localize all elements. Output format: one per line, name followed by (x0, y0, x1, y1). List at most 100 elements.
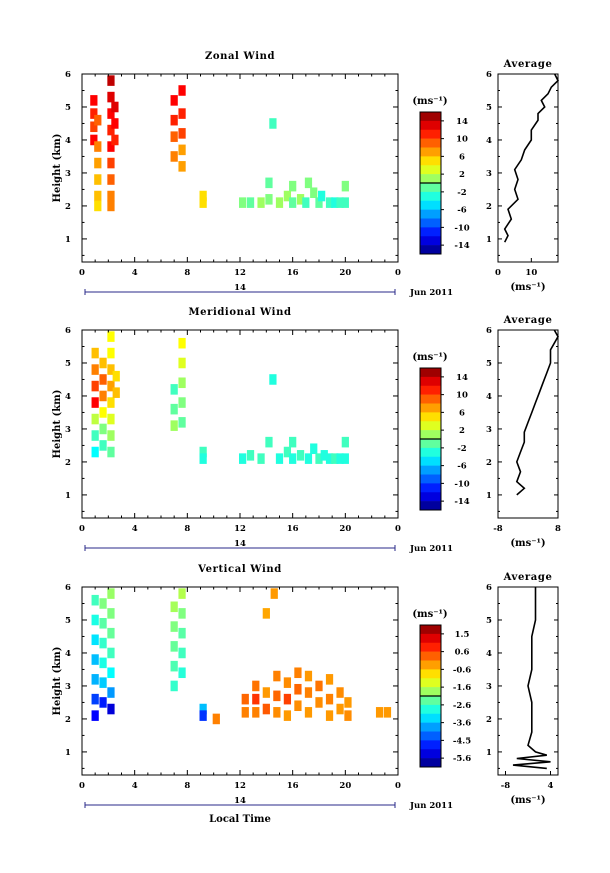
heatmap-cell (296, 194, 305, 205)
colorbar-segment (420, 651, 441, 661)
colorbar-unit: (ms⁻¹) (412, 352, 447, 363)
colorbar-tick-label: 10 (456, 391, 468, 401)
profile-y-tick-label: 1 (486, 748, 492, 758)
profile-y-tick-label: 2 (486, 715, 492, 725)
heatmap-cell (91, 634, 99, 646)
colorbar-tick-label: -0.6 (453, 665, 471, 675)
date-day-label: 14 (234, 539, 246, 549)
heatmap-cell (273, 670, 281, 682)
colorbar-tick-label: 6 (459, 408, 465, 418)
heatmap-cell (99, 357, 107, 369)
heatmap-cell (90, 121, 98, 133)
x-tick-label: 0 (79, 524, 85, 534)
heatmap-cell (212, 713, 220, 725)
colorbar-segment (420, 474, 441, 484)
heatmap-cell (178, 588, 186, 599)
heatmap-cell (107, 364, 115, 375)
plot-frame (81, 329, 399, 519)
date-month-label: Jun 2011 (409, 288, 453, 298)
heatmap-cell (91, 413, 99, 425)
colorbar-segment (420, 430, 441, 440)
heatmap-cell (90, 108, 98, 119)
heatmap-cell (99, 657, 107, 669)
profile-y-tick-label: 4 (486, 136, 492, 146)
heatmap-cell (107, 200, 115, 212)
y-tick-label: 5 (65, 103, 71, 113)
heatmap-cell (269, 118, 277, 129)
colorbar-segment (420, 120, 441, 131)
colorbar-tick-label: 1.5 (455, 630, 470, 640)
heatmap-cell (283, 190, 292, 202)
heatmap-cell (91, 710, 99, 721)
heatmap-cell (325, 710, 334, 721)
heatmap-cell (241, 707, 249, 718)
x-tick-label: 0 (395, 524, 401, 534)
x-tick-label: 12 (234, 268, 246, 278)
heatmap-cell (341, 436, 349, 448)
heatmap-cell (107, 608, 115, 619)
colorbar-segment (420, 687, 441, 697)
heatmap-cell (341, 453, 349, 464)
colorbar-segment (420, 218, 441, 228)
chart-title: Meridional Wind (188, 307, 291, 318)
heatmap-cell (178, 337, 186, 349)
colorbar-segment (420, 385, 441, 395)
colorbar-tick-label: -14 (454, 497, 469, 507)
colorbar-segment (420, 625, 441, 635)
heatmap-cell (315, 697, 323, 708)
heatmap-cell (296, 450, 305, 461)
heatmap-cell (99, 677, 107, 688)
heatmap-cell (107, 647, 115, 659)
heatmap-cell (283, 693, 292, 705)
heatmap-cell (320, 450, 328, 461)
heatmap-cell (283, 677, 292, 688)
colorbar-segment (420, 439, 441, 449)
heatmap-cell (336, 687, 344, 698)
heatmap-cell (239, 197, 247, 208)
heatmap-cell (315, 453, 323, 464)
heatmap-cell (178, 647, 186, 659)
colorbar-tick-label: 14 (456, 117, 468, 127)
colorbar-segment (420, 227, 441, 237)
heatmap-cell (94, 174, 102, 185)
profile-x-tick-label: -8 (501, 781, 511, 791)
profile-x-tick-label: 0 (495, 268, 501, 278)
heatmap-cell (178, 417, 186, 428)
profile-line (503, 73, 559, 243)
x-tick-label: 20 (339, 268, 351, 278)
y-tick-label: 6 (65, 70, 71, 80)
colorbar-tick-label: -10 (454, 479, 469, 489)
heatmap-cell (275, 197, 284, 208)
profile-x-tick-label: 10 (525, 268, 537, 278)
colorbar-segment (420, 492, 441, 502)
colorbar-segment (420, 704, 441, 715)
heatmap-cell (289, 453, 297, 464)
colorbar-tick-label: -10 (454, 223, 469, 233)
heatmap-cell (112, 370, 120, 382)
y-tick-label: 1 (65, 491, 71, 501)
colorbar-tick-label: -1.6 (453, 683, 471, 693)
colorbar-segment (420, 376, 441, 387)
heatmap-cell (199, 197, 207, 208)
colorbar-segment (420, 368, 441, 378)
colorbar-segment (420, 245, 441, 255)
heatmap-cell (178, 108, 186, 119)
colorbar-tick-label: -6 (457, 206, 467, 216)
heatmap-cell (262, 608, 270, 619)
heatmap-cell (318, 190, 326, 202)
profile-y-tick-label: 3 (486, 682, 492, 692)
heatmap-cell (107, 75, 115, 86)
y-tick-label: 3 (65, 425, 71, 435)
heatmap-cell (111, 101, 119, 113)
colorbar-segment (420, 236, 441, 246)
heatmap-cell (91, 397, 99, 408)
colorbar-tick-label: 0.6 (455, 648, 470, 658)
profile-x-tick-label: 8 (555, 524, 561, 534)
heatmap-cell (273, 707, 281, 718)
heatmap-cell (304, 177, 313, 189)
heatmap-cell (252, 680, 260, 692)
heatmap-cell (107, 397, 115, 408)
y-axis-label: Height (km) (52, 647, 63, 716)
